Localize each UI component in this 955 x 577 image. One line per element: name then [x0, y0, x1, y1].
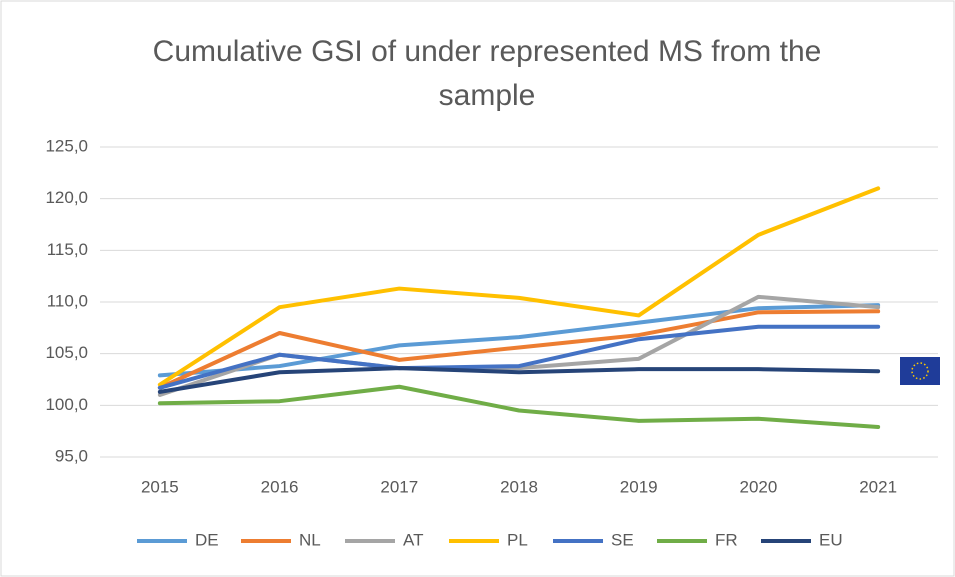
y-tick-label: 115,0 — [47, 240, 88, 259]
x-tick-label: 2018 — [500, 477, 538, 496]
series-line — [157, 186, 881, 387]
series-line — [157, 303, 881, 378]
legend-label: SE — [611, 530, 634, 549]
legend-label: NL — [299, 530, 321, 549]
y-tick-label: 125,0 — [45, 136, 88, 155]
flag-stars — [911, 362, 929, 380]
series-line — [157, 384, 881, 430]
eu-flag — [900, 357, 940, 385]
y-tick-label: 100,0 — [45, 395, 88, 414]
y-tick-label: 105,0 — [45, 343, 88, 362]
series-line — [157, 324, 881, 390]
legend-label: FR — [715, 530, 738, 549]
x-tick-label: 2020 — [740, 477, 778, 496]
series-line — [157, 366, 881, 394]
y-tick-label: 110,0 — [47, 291, 88, 310]
y-tick-label: 120,0 — [45, 188, 88, 207]
y-tick-label: 95,0 — [55, 446, 88, 465]
x-tick-label: 2019 — [620, 477, 658, 496]
legend-label: DE — [195, 530, 219, 549]
x-tick-label: 2015 — [141, 477, 179, 496]
flag-bg — [900, 357, 940, 385]
x-tick-label: 2016 — [261, 477, 299, 496]
x-tick-label: 2021 — [859, 477, 897, 496]
legend-label: PL — [507, 530, 528, 549]
chart-title: Cumulative GSI of under represented MS f… — [152, 35, 822, 112]
legend-label: EU — [819, 530, 843, 549]
x-tick-label: 2017 — [380, 477, 418, 496]
series-line — [157, 309, 881, 390]
legend-label: AT — [403, 530, 423, 549]
